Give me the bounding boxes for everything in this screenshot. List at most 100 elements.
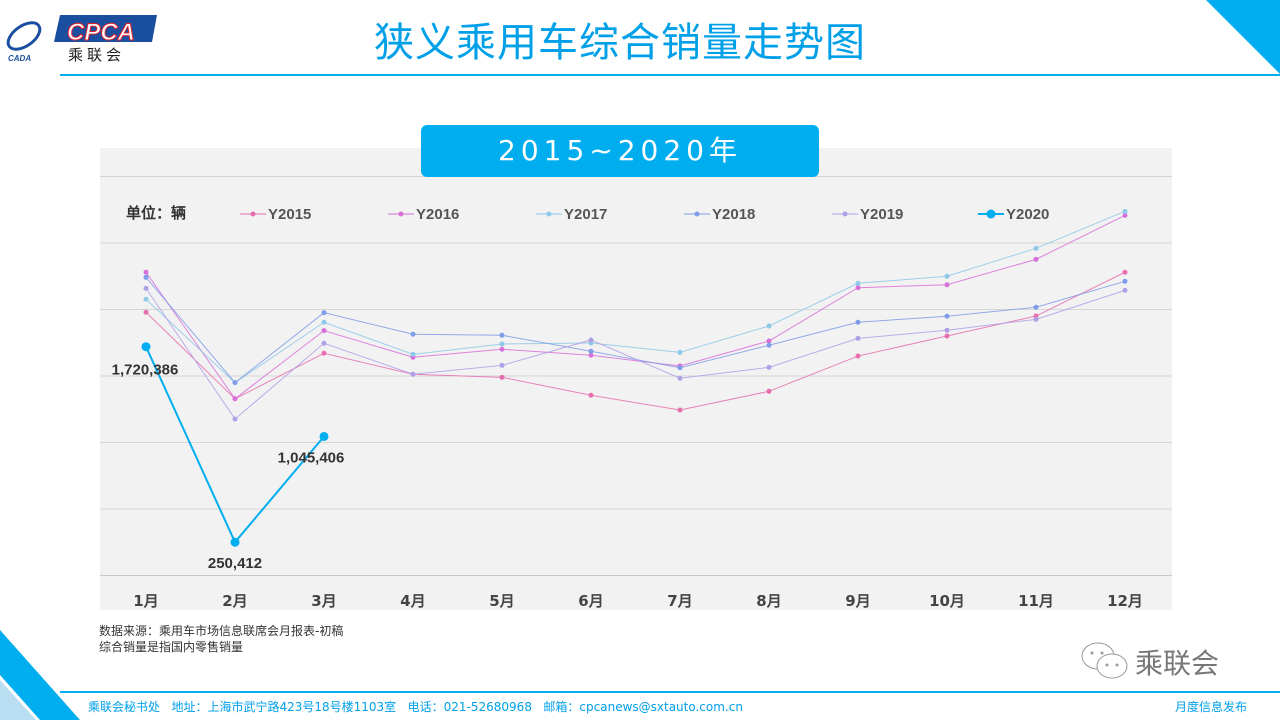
data-point bbox=[321, 310, 327, 316]
definition-note: 综合销量是指国内零售销量 bbox=[99, 640, 244, 654]
data-point bbox=[855, 285, 861, 291]
legend-item-y2019: Y2019 bbox=[832, 206, 903, 223]
data-point bbox=[232, 380, 238, 386]
source-note: 数据来源：乘用车市场信息联席会月报表-初稿 bbox=[99, 624, 344, 638]
legend-marker bbox=[986, 209, 996, 219]
legend-marker bbox=[546, 211, 552, 217]
legend-label: Y2019 bbox=[860, 206, 903, 223]
legend-item-y2017: Y2017 bbox=[536, 206, 607, 223]
data-point bbox=[410, 351, 416, 357]
legend-label: Y2018 bbox=[712, 206, 755, 223]
data-point bbox=[232, 396, 238, 402]
data-point bbox=[319, 431, 329, 441]
footer-contact: 乘联会秘书处 地址：上海市武宁路423号18号楼1103室 电话：021-526… bbox=[88, 698, 743, 715]
data-point bbox=[766, 323, 772, 329]
data-label: 1,720,386 bbox=[112, 362, 179, 379]
data-point bbox=[143, 274, 149, 280]
data-label: 250,412 bbox=[208, 555, 262, 572]
header-divider bbox=[60, 74, 1280, 76]
series-line bbox=[145, 210, 1126, 384]
data-point bbox=[944, 273, 950, 279]
data-point bbox=[588, 392, 594, 398]
data-point bbox=[677, 349, 683, 355]
data-point bbox=[855, 335, 861, 341]
data-point bbox=[944, 327, 950, 333]
data-point bbox=[410, 331, 416, 337]
data-point bbox=[1122, 287, 1128, 293]
legend-item-y2016: Y2016 bbox=[388, 206, 459, 223]
data-point bbox=[1033, 256, 1039, 262]
x-tick-label: 12月 bbox=[1107, 592, 1143, 610]
data-point bbox=[499, 332, 505, 338]
footer-publish-note: 月度信息发布 bbox=[1175, 700, 1248, 714]
legend-marker bbox=[250, 211, 256, 217]
year-range-banner: 2015~2020年 bbox=[421, 125, 819, 177]
footer-divider bbox=[60, 691, 1280, 693]
legend-label: Y2015 bbox=[268, 206, 311, 223]
data-point bbox=[588, 348, 594, 354]
data-point bbox=[143, 296, 149, 302]
x-tick-label: 4月 bbox=[400, 592, 425, 610]
svg-text:乘联会: 乘联会 bbox=[68, 46, 125, 64]
corner-decoration bbox=[1206, 0, 1280, 74]
data-point bbox=[855, 280, 861, 286]
svg-text:CADA: CADA bbox=[8, 54, 31, 63]
data-point bbox=[677, 375, 683, 381]
legend-item-y2020: Y2020 bbox=[978, 206, 1049, 223]
data-point bbox=[677, 365, 683, 371]
data-point bbox=[1033, 304, 1039, 310]
data-point bbox=[588, 337, 594, 343]
x-tick-label: 3月 bbox=[311, 592, 336, 610]
series-line bbox=[145, 271, 1126, 411]
data-point bbox=[766, 342, 772, 348]
cpca-logo: CADA CPCA 乘联会 bbox=[6, 15, 157, 64]
legend-marker bbox=[694, 211, 700, 217]
legend-marker bbox=[398, 211, 404, 217]
data-point bbox=[766, 364, 772, 370]
data-point bbox=[321, 350, 327, 356]
series-y2016 bbox=[143, 212, 1128, 402]
data-point bbox=[230, 537, 240, 547]
legend-label: Y2020 bbox=[1006, 206, 1049, 223]
series-y2018 bbox=[143, 274, 1128, 386]
x-tick-label: 2月 bbox=[222, 592, 247, 610]
x-tick-label: 6月 bbox=[578, 592, 603, 610]
svg-text:CPCA: CPCA bbox=[67, 19, 135, 46]
data-point bbox=[143, 285, 149, 291]
corner-decoration-bl bbox=[0, 630, 80, 720]
series-line bbox=[145, 214, 1126, 400]
legend-label: Y2016 bbox=[416, 206, 459, 223]
data-point bbox=[1033, 245, 1039, 251]
data-point bbox=[1122, 269, 1128, 275]
data-point bbox=[1122, 278, 1128, 284]
data-point bbox=[321, 328, 327, 334]
x-tick-label: 9月 bbox=[845, 592, 870, 610]
legend-item-y2015: Y2015 bbox=[240, 206, 311, 223]
data-point bbox=[410, 371, 416, 377]
wechat-name: 乘联会 bbox=[1135, 647, 1220, 680]
series-line bbox=[145, 288, 1126, 420]
series-line bbox=[145, 276, 1126, 384]
plot-area bbox=[100, 148, 1172, 610]
legend-label: Y2017 bbox=[564, 206, 607, 223]
data-point bbox=[944, 313, 950, 319]
unit-label: 单位：辆 bbox=[126, 204, 186, 222]
x-tick-label: 1月 bbox=[133, 592, 158, 610]
legend-item-y2018: Y2018 bbox=[684, 206, 755, 223]
footer-address: 地址：上海市武宁路423号18号楼1103室 bbox=[171, 700, 397, 714]
x-tick-label: 8月 bbox=[756, 592, 781, 610]
data-point bbox=[499, 374, 505, 380]
data-point bbox=[944, 333, 950, 339]
data-point bbox=[143, 309, 149, 315]
data-point bbox=[143, 269, 149, 275]
data-point bbox=[321, 340, 327, 346]
footer-email: 邮箱：cpcanews@sxtauto.com.cn bbox=[543, 700, 743, 714]
data-point bbox=[499, 341, 505, 347]
wechat-brand: 乘联会 bbox=[1080, 640, 1219, 691]
data-point bbox=[677, 407, 683, 413]
data-point bbox=[766, 338, 772, 344]
data-point bbox=[232, 416, 238, 422]
series-y2019 bbox=[143, 285, 1128, 422]
footer-org: 乘联会秘书处 bbox=[88, 700, 161, 714]
